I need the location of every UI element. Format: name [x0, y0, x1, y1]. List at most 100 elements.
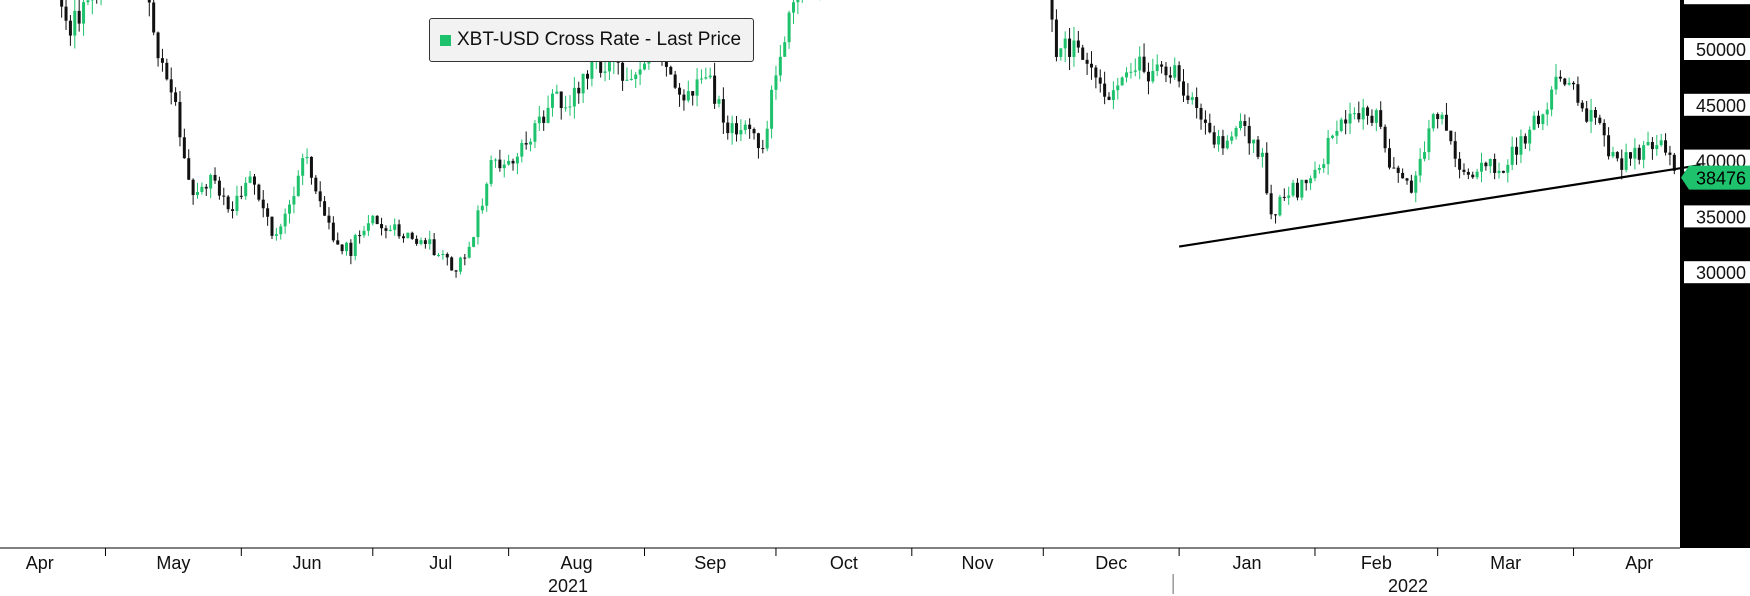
candle-down	[586, 73, 590, 79]
candle-down	[358, 235, 362, 237]
candle-down	[204, 186, 208, 189]
candle-up	[73, 10, 77, 36]
candle-down	[1563, 78, 1567, 85]
candle-down	[1107, 96, 1111, 100]
candle-up	[283, 213, 287, 227]
candle-down	[375, 215, 379, 225]
candle-down	[1142, 56, 1146, 72]
candle-down	[217, 180, 221, 196]
candle-up	[458, 257, 462, 272]
candle-down	[1164, 66, 1168, 76]
candle-up	[244, 182, 248, 197]
candle-down	[1409, 180, 1413, 193]
candle-up	[1414, 175, 1418, 193]
candle-up	[1155, 64, 1159, 71]
candle-up	[629, 79, 633, 81]
candle-up	[1309, 178, 1313, 184]
support-trendline	[1178, 163, 1701, 248]
candle-down	[1396, 167, 1400, 173]
candle-up	[393, 224, 397, 230]
candle-up	[638, 69, 642, 75]
y-tick-bg	[1684, 0, 1750, 5]
candle-down	[213, 174, 217, 181]
candle-down	[577, 87, 581, 94]
candle-up	[1659, 140, 1663, 146]
candle-down	[1243, 121, 1247, 126]
candle-down	[1195, 97, 1199, 108]
candle-down	[450, 257, 454, 271]
candle-up	[1431, 114, 1435, 129]
candle-down	[1493, 158, 1497, 173]
candle-down	[432, 239, 436, 256]
candle-down	[1208, 122, 1212, 133]
y-tick-bg	[1684, 93, 1750, 116]
last-price-label: 38476	[1696, 169, 1746, 189]
candle-up	[1427, 128, 1431, 153]
candle-up	[86, 0, 90, 3]
y-tick-label: 35000	[1696, 207, 1746, 227]
candle-down	[1282, 196, 1286, 198]
legend-label: XBT-USD Cross Rate - Last Price	[457, 29, 742, 50]
candle-up	[770, 89, 774, 129]
x-month-label: Apr	[1625, 553, 1653, 573]
candle-up	[292, 196, 296, 205]
candle-down	[401, 236, 405, 239]
candle-up	[1116, 85, 1120, 91]
candle-down	[1471, 174, 1475, 178]
candle-up	[274, 234, 278, 236]
candle-down	[314, 177, 318, 192]
candle-up	[1331, 135, 1335, 138]
candle-up	[791, 2, 795, 13]
candle-down	[748, 124, 752, 130]
candle-down	[323, 201, 327, 216]
candle-down	[1295, 182, 1299, 198]
candle-down	[1370, 115, 1374, 123]
candle-up	[1120, 77, 1124, 86]
candle-down	[1089, 63, 1093, 68]
candle-up	[489, 160, 493, 184]
candle-up	[1151, 70, 1155, 82]
candle-up	[1624, 152, 1628, 170]
candle-down	[1146, 71, 1150, 82]
candle-up	[437, 254, 441, 256]
candle-down	[1444, 114, 1448, 131]
x-month-label: Jul	[429, 553, 452, 573]
candle-down	[673, 74, 677, 88]
candle-down	[1466, 171, 1470, 175]
x-month-label: Nov	[962, 553, 994, 573]
candle-up	[625, 79, 629, 81]
candle-up	[1234, 127, 1238, 137]
x-month-label: Mar	[1490, 553, 1521, 573]
candle-up	[1541, 114, 1545, 125]
candle-down	[1274, 214, 1278, 216]
candle-down	[415, 238, 419, 244]
candle-up	[1217, 136, 1221, 145]
candle-down	[1366, 107, 1370, 116]
candle-up	[1125, 72, 1129, 78]
candle-down	[1081, 47, 1085, 60]
candle-up	[1510, 146, 1514, 165]
candle-down	[156, 32, 160, 59]
candle-up	[1313, 169, 1317, 179]
candle-down	[182, 137, 186, 159]
candle-up	[634, 74, 638, 80]
candle-up	[248, 176, 252, 183]
candle-down	[735, 123, 739, 135]
candle-down	[1585, 108, 1589, 122]
candle-down	[1221, 136, 1225, 149]
candle-down	[1576, 84, 1580, 103]
candle-up	[564, 107, 568, 109]
candle-down	[1203, 119, 1207, 123]
candle-down	[1168, 75, 1172, 78]
candle-down	[1615, 152, 1619, 159]
candle-down	[691, 91, 695, 96]
candle-down	[1379, 110, 1383, 127]
candle-down	[239, 195, 243, 197]
candle-up	[480, 205, 484, 211]
candle-down	[1256, 139, 1260, 157]
candle-down	[1054, 19, 1058, 57]
candle-down	[524, 143, 528, 145]
y-tick-label: 55000	[1696, 0, 1746, 4]
candle-down	[349, 242, 353, 256]
candle-down	[1484, 162, 1488, 167]
